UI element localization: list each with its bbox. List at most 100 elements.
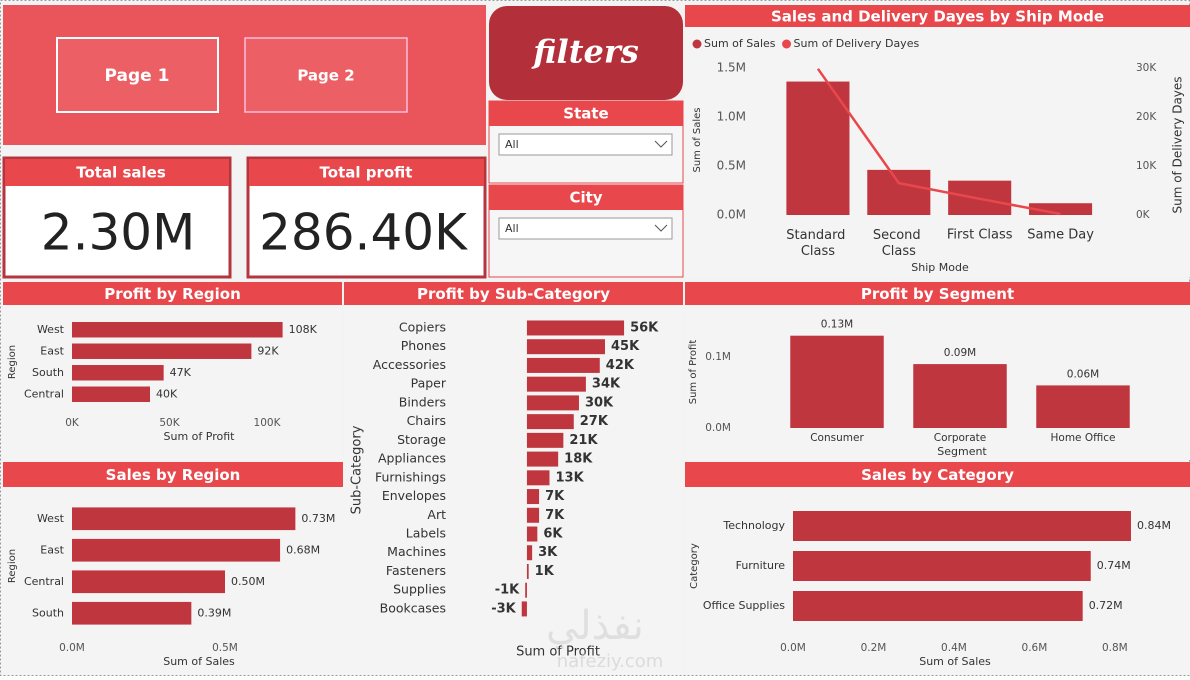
x-tick-label: 0.5M [212,642,238,654]
chart-title: Profit by Segment [861,285,1014,303]
category-label: East [40,543,64,556]
bar [793,511,1131,541]
bar [526,414,574,430]
chart-header [344,282,683,305]
data-label: 7K [545,508,565,523]
data-label: 13K [555,470,584,485]
data-label: 34K [592,377,621,392]
category-label: Central [24,387,64,400]
bar [526,320,625,336]
x-axis-title: Ship Mode [911,261,969,274]
bar [526,507,540,523]
y2-tick-label: 10K [1136,160,1157,172]
data-label: 56K [630,320,659,335]
chart-title: Sales and Delivery Dayes by Ship Mode [771,8,1104,26]
panel [3,462,343,674]
slicer-header [489,185,683,210]
x-tick-label: First Class [947,228,1013,243]
bar [913,364,1007,428]
bar [793,591,1083,621]
dropdown-value[interactable]: All [505,138,519,151]
chart-title: Profit by Region [104,285,241,303]
dropdown[interactable] [498,217,673,240]
y-tick-label: 0.1M [705,351,731,363]
category-label: Corporate [934,432,987,444]
kpi-value: 2.30M [41,204,195,262]
bar [72,570,225,594]
watermark: نفذلي [546,603,644,649]
category-label: Consumer [810,432,864,444]
bar [526,563,529,579]
bar [526,451,559,467]
x-axis-title: Segment [937,445,987,458]
data-label: 0.06M [1067,368,1099,380]
data-label: 6K [543,527,563,542]
x-tick-label: 0.2M [861,642,887,654]
category-label: Fasteners [386,563,446,578]
chart-header [685,462,1190,487]
y-tick-label: 0.0M [717,208,746,222]
category-label: South [32,366,64,379]
bar [526,339,605,355]
category-label: Labels [406,526,446,541]
dropdown[interactable] [498,133,673,156]
nav-button[interactable] [56,37,219,113]
category-label: Furnishings [375,469,446,484]
watermark: nafeziy.com [557,651,664,672]
y2-tick-label: 30K [1136,62,1157,74]
kpi-header [249,159,484,186]
y2-tick-label: 20K [1136,111,1157,123]
category-label: Envelopes [382,488,446,503]
data-label: 0.74M [1097,559,1131,572]
nav-button[interactable] [244,37,408,113]
x-tick-label: 0.4M [941,642,967,654]
y-tick-label: 0.0M [705,422,731,434]
data-label: 0.09M [944,347,976,359]
category-label: Bookcases [380,600,446,615]
data-label: 108K [289,323,318,336]
kpi-value: 286.40K [259,204,468,262]
chart-header [685,5,1190,27]
y-tick-label: 1.5M [717,60,746,74]
category-label: Binders [399,394,446,409]
bar [72,507,296,531]
data-label: 27K [580,414,609,429]
x-tick-label: 0.0M [780,642,806,654]
y-axis-title: Sum of Sales [692,107,703,172]
y-axis-title: Category [689,543,700,589]
category-label: Home Office [1051,432,1116,444]
legend-swatch [692,39,702,49]
data-label: 30K [585,395,614,410]
category-label: West [37,323,65,336]
bar [72,365,164,381]
nav-label[interactable]: Page 2 [297,67,354,85]
x-tick-label: Second Class [873,228,925,259]
chart-title: Profit by Sub-Category [417,285,610,303]
bar [72,601,192,625]
data-label: 0.50M [231,575,265,588]
slicer-label: State [563,105,608,123]
category-label: Office Supplies [703,599,785,612]
data-label: -1K [495,583,520,598]
dropdown-value[interactable]: All [505,222,519,235]
panel [344,282,683,674]
category-label: Accessories [373,357,446,372]
bar [526,357,600,373]
data-label: 7K [545,489,565,504]
nav-label[interactable]: Page 1 [105,66,170,86]
bar [526,432,564,448]
panel [3,282,342,460]
x-axis-title: Sum of Sales [919,655,991,668]
category-label: Phones [401,338,446,353]
data-label: 1K [535,564,555,579]
category-label: Furniture [736,559,786,572]
x-tick-label: 0K [65,417,80,429]
category-label: Machines [387,544,446,559]
kpi-label: Total profit [320,164,413,182]
x-tick-label: Same Day [1027,228,1094,243]
legend-swatch [782,39,792,49]
chevron [654,140,668,148]
bar [72,322,283,338]
bar [526,545,533,561]
